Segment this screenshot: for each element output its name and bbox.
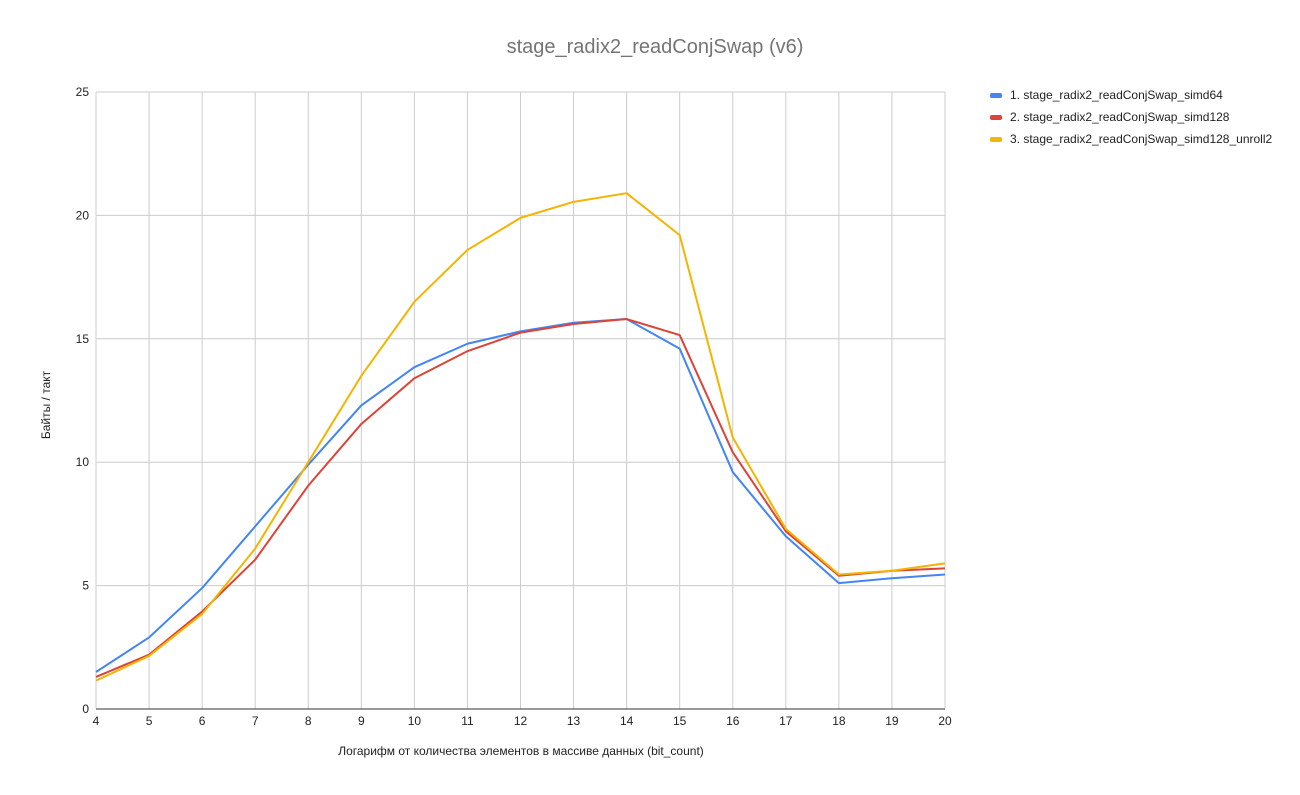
x-tick-label: 17 bbox=[779, 714, 793, 728]
legend-label: 3. stage_radix2_readConjSwap_simd128_unr… bbox=[1010, 132, 1273, 146]
legend-swatch bbox=[990, 136, 1002, 142]
series-line-3 bbox=[95, 192, 946, 682]
legend-label: 1. stage_radix2_readConjSwap_simd64 bbox=[1010, 88, 1223, 102]
x-tick-label: 20 bbox=[938, 714, 952, 728]
x-tick-label: 19 bbox=[885, 714, 899, 728]
y-tick-label: 20 bbox=[76, 208, 90, 222]
x-tick-label: 9 bbox=[358, 714, 365, 728]
tick-labels: 4 5 6 7 8 9 10 11 12 13 14 15 16 17 18 19 20 0 5 10 15 20 25 bbox=[76, 85, 952, 728]
x-axis-title: Логарифм от количества элементов в масси… bbox=[338, 744, 704, 758]
y-tick-label: 15 bbox=[76, 332, 90, 346]
x-tick-label: 12 bbox=[514, 714, 528, 728]
x-tick-label: 14 bbox=[620, 714, 634, 728]
legend-item-3[interactable]: 3. stage_radix2_readConjSwap_simd128_unr… bbox=[990, 128, 1272, 150]
x-tick-label: 13 bbox=[567, 714, 581, 728]
x-tick-label: 8 bbox=[305, 714, 312, 728]
chart-title: stage_radix2_readConjSwap (v6) bbox=[506, 36, 804, 58]
y-tick-label: 25 bbox=[76, 85, 90, 99]
x-tick-label: 18 bbox=[832, 714, 846, 728]
grid bbox=[95, 91, 946, 710]
series-lines bbox=[95, 192, 946, 682]
x-tick-label: 4 bbox=[93, 714, 100, 728]
y-axis-title: Байты / такт bbox=[39, 370, 53, 439]
legend-label: 2. stage_radix2_readConjSwap_simd128 bbox=[1010, 110, 1230, 124]
y-tick-label: 0 bbox=[82, 702, 89, 716]
y-tick-label: 10 bbox=[76, 455, 90, 469]
legend-item-2[interactable]: 2. stage_radix2_readConjSwap_simd128 bbox=[990, 106, 1272, 128]
y-tick-label: 5 bbox=[82, 579, 89, 593]
x-tick-label: 16 bbox=[726, 714, 740, 728]
x-tick-label: 10 bbox=[408, 714, 422, 728]
series-line-1 bbox=[95, 318, 946, 673]
legend-item-1[interactable]: 1. stage_radix2_readConjSwap_simd64 bbox=[990, 84, 1272, 106]
legend-swatch bbox=[990, 92, 1002, 98]
legend-swatch bbox=[990, 114, 1002, 120]
x-tick-label: 15 bbox=[673, 714, 687, 728]
x-tick-label: 5 bbox=[146, 714, 153, 728]
x-tick-label: 6 bbox=[199, 714, 206, 728]
x-tick-label: 7 bbox=[252, 714, 259, 728]
x-tick-label: 11 bbox=[461, 714, 474, 728]
series-line-2 bbox=[95, 318, 946, 678]
legend: 1. stage_radix2_readConjSwap_simd64 2. st… bbox=[990, 84, 1272, 150]
